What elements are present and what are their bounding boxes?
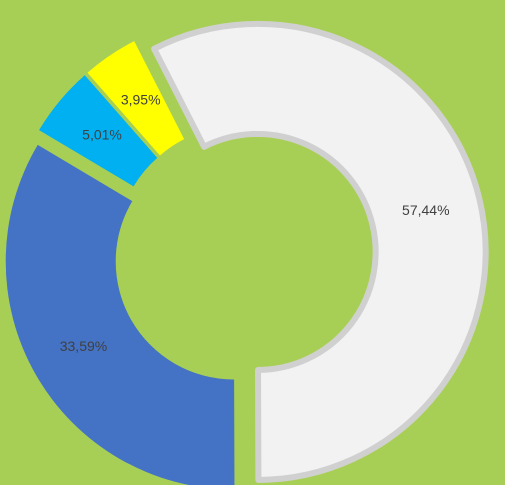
data-label: 33,59%	[60, 338, 107, 354]
donut-slice	[5, 144, 235, 485]
data-label: 57,44%	[402, 202, 449, 218]
data-label: 5,01%	[82, 127, 122, 143]
donut-slice	[151, 20, 489, 483]
donut-slice	[39, 75, 158, 187]
data-label: 3,95%	[121, 92, 161, 108]
donut-slice	[87, 41, 185, 156]
